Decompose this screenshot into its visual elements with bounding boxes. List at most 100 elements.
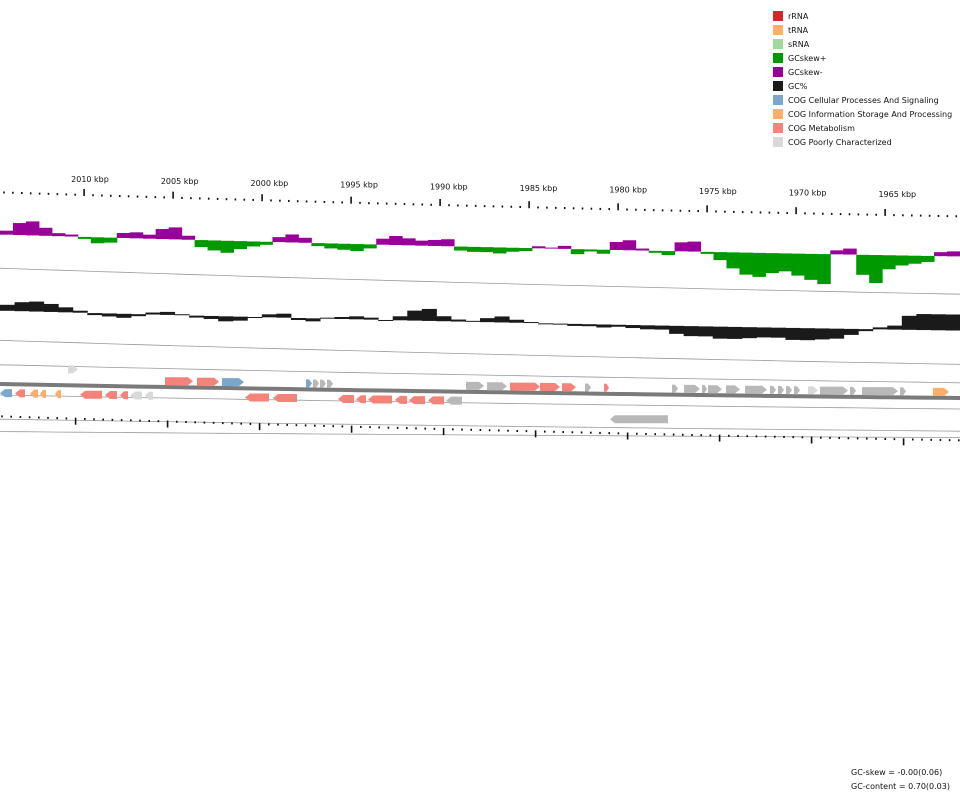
gc-skew-positive-bar bbox=[337, 243, 351, 250]
inner-ruler-minor-tick bbox=[691, 433, 693, 436]
inner-ruler-minor-tick bbox=[102, 418, 104, 421]
ruler-minor-tick bbox=[225, 198, 228, 201]
gc-skew-negative-bar bbox=[441, 239, 455, 247]
inner-ruler-major-tick bbox=[810, 436, 813, 444]
gc-skew-positive-bar bbox=[713, 252, 727, 261]
gc-skew-positive-bar bbox=[259, 241, 273, 245]
ruler-minor-tick bbox=[403, 203, 406, 206]
inner-ruler-minor-tick bbox=[139, 419, 141, 422]
ruler-minor-tick bbox=[599, 207, 602, 210]
gc-skew-negative-bar bbox=[415, 240, 429, 246]
inner-ruler-minor-tick bbox=[369, 426, 371, 429]
gene-feature-arrow bbox=[820, 386, 848, 395]
inner-ruler-minor-tick bbox=[764, 435, 767, 438]
ruler-major-tick bbox=[884, 208, 886, 216]
ruler-minor-tick bbox=[644, 208, 646, 211]
gene-feature-arrow bbox=[933, 387, 949, 396]
gc-skew-negative-bar bbox=[129, 232, 144, 239]
ruler-minor-tick bbox=[216, 197, 219, 200]
gene-feature-arrow bbox=[466, 381, 484, 390]
track-guide-line bbox=[0, 339, 960, 365]
ruler-minor-tick bbox=[38, 192, 41, 195]
gc-content-bar bbox=[800, 328, 816, 341]
gc-skew-positive-bar bbox=[492, 247, 507, 254]
gc-content-bar bbox=[916, 314, 932, 331]
inner-ruler-minor-tick bbox=[415, 427, 417, 430]
ruler-minor-tick bbox=[92, 194, 94, 197]
legend-swatch bbox=[773, 81, 783, 91]
gc-skew-positive-bar bbox=[505, 247, 520, 252]
ruler-minor-tick bbox=[145, 195, 148, 198]
gc-skew-positive-bar bbox=[363, 244, 377, 249]
inner-ruler-minor-tick bbox=[590, 431, 592, 434]
legend-label: COG Information Storage And Processing bbox=[788, 109, 953, 119]
gene-feature-arrow bbox=[900, 387, 906, 396]
inner-ruler-minor-tick bbox=[884, 437, 886, 440]
inner-ruler-minor-tick bbox=[203, 421, 206, 424]
gc-content-bar bbox=[378, 319, 394, 321]
gc-skew-negative-bar bbox=[25, 221, 40, 236]
inner-ruler-minor-tick bbox=[433, 427, 436, 430]
gc-content-bar bbox=[363, 317, 379, 320]
gc-content-bar bbox=[145, 312, 161, 315]
gc-skew-positive-bar bbox=[882, 255, 896, 270]
gene-feature-arrow bbox=[862, 387, 898, 396]
ruler-minor-tick bbox=[234, 198, 237, 201]
inner-ruler-major-tick bbox=[350, 425, 353, 433]
legend-label: GCskew- bbox=[788, 67, 823, 77]
gc-skew-negative-bar bbox=[0, 230, 14, 235]
inner-ruler-minor-tick bbox=[571, 431, 574, 434]
inner-ruler-major-tick bbox=[166, 420, 169, 428]
gc-skew-positive-bar bbox=[765, 253, 779, 274]
gc-skew-positive-bar bbox=[350, 244, 364, 252]
ruler-minor-tick bbox=[243, 198, 246, 201]
gc-skew-positive-bar bbox=[908, 255, 922, 264]
gc-content-track bbox=[0, 301, 960, 341]
inner-ruler-minor-tick bbox=[792, 436, 794, 439]
inner-ruler-minor-tick bbox=[424, 427, 426, 430]
ruler-minor-tick bbox=[652, 209, 655, 212]
ruler-minor-tick bbox=[377, 202, 379, 205]
legend-label: rRNA bbox=[788, 11, 809, 21]
ruler-minor-tick bbox=[483, 205, 486, 208]
inner-ruler-minor-tick bbox=[617, 432, 620, 435]
ruler-minor-tick bbox=[101, 194, 103, 197]
inner-ruler-minor-tick bbox=[682, 433, 684, 436]
gc-content-bar bbox=[625, 325, 641, 329]
gc-content-bar bbox=[581, 324, 597, 327]
gene-feature-arrow bbox=[778, 386, 784, 395]
inner-ruler-minor-tick bbox=[479, 429, 482, 432]
ruler-minor-tick bbox=[911, 214, 913, 217]
gene-feature-arrow bbox=[356, 395, 366, 404]
gene-feature-arrow bbox=[120, 391, 128, 400]
gc-skew-negative-bar bbox=[687, 241, 702, 252]
gene-feature-arrow bbox=[30, 389, 38, 398]
track-guide-line bbox=[0, 394, 960, 410]
inner-ruler-minor-tick bbox=[755, 435, 758, 438]
gc-skew-positive-bar bbox=[778, 253, 792, 272]
ruler-minor-tick bbox=[474, 204, 477, 207]
inner-ruler-minor-tick bbox=[783, 435, 785, 438]
inner-ruler-minor-tick bbox=[544, 430, 546, 433]
inner-ruler-minor-tick bbox=[185, 421, 187, 424]
ruler-minor-tick bbox=[590, 207, 593, 210]
inner-ruler-minor-tick bbox=[562, 431, 564, 434]
ruler-minor-tick bbox=[919, 214, 922, 217]
gc-content-bar bbox=[130, 314, 146, 317]
ruler-label: 1995 kbp bbox=[340, 181, 378, 190]
inner-ruler-minor-tick bbox=[249, 422, 252, 425]
track-guide-line bbox=[0, 364, 960, 384]
gene-feature-arrow bbox=[850, 386, 856, 395]
gc-content-bar bbox=[14, 302, 30, 312]
gc-content-bar bbox=[901, 315, 917, 330]
gc-content-bar bbox=[538, 323, 554, 325]
inner-ruler-minor-tick bbox=[893, 438, 896, 441]
gc-skew-negative-bar bbox=[428, 239, 442, 246]
inner-ruler-minor-tick bbox=[470, 428, 472, 431]
inner-ruler-minor-tick bbox=[654, 433, 656, 436]
inner-ruler-major-tick bbox=[258, 423, 261, 431]
outer-ruler bbox=[3, 188, 958, 218]
inner-ruler-minor-tick bbox=[516, 429, 518, 432]
gc-content-bar bbox=[160, 311, 176, 315]
